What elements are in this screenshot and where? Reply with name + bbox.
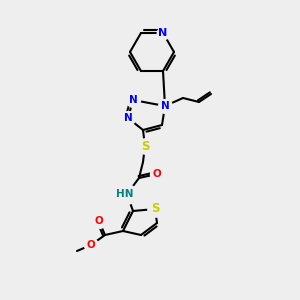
Text: O: O <box>153 169 161 179</box>
Text: N: N <box>129 95 137 105</box>
Text: O: O <box>87 240 95 250</box>
Text: O: O <box>94 216 103 226</box>
Text: N: N <box>158 28 168 38</box>
Text: S: S <box>141 140 149 152</box>
Text: HN: HN <box>116 189 134 199</box>
Text: S: S <box>151 202 159 215</box>
Text: N: N <box>160 101 169 111</box>
Text: N: N <box>124 113 132 123</box>
